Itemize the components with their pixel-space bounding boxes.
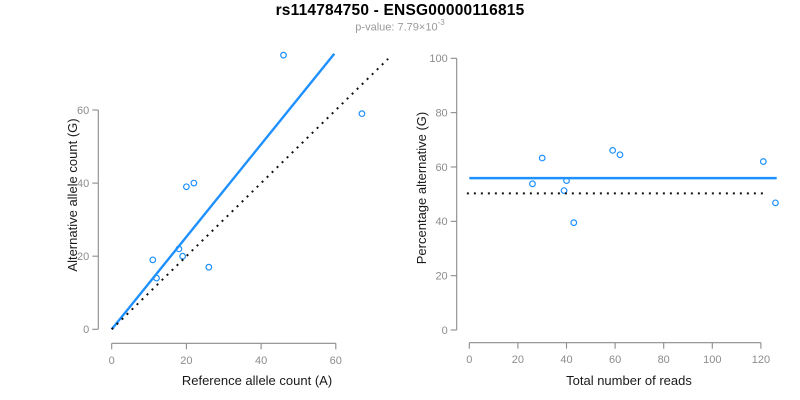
data-point <box>560 187 568 195</box>
pvalue-exponent: -3 <box>437 18 445 27</box>
data-point <box>538 154 546 162</box>
pvalue-text: p-value: 7.79×10 <box>355 21 438 34</box>
x-tick-label: 0 <box>466 354 472 366</box>
y-tick-label: 60 <box>77 105 89 117</box>
x-tick-label: 60 <box>609 354 621 366</box>
data-point <box>616 151 624 159</box>
y-axis-title: Percentage alternative (G) <box>414 112 429 264</box>
data-point <box>609 147 617 154</box>
x-tick-label: 100 <box>703 354 721 366</box>
x-tick-label: 120 <box>752 354 770 366</box>
x-axis-title: Total number of reads <box>566 373 692 388</box>
x-tick-label: 40 <box>560 354 572 366</box>
data-point <box>358 110 366 118</box>
y-tick-label: 80 <box>435 107 447 119</box>
y-tick-label: 20 <box>77 251 89 263</box>
y-tick-label: 20 <box>435 270 447 282</box>
y-tick-label: 60 <box>435 162 447 174</box>
y-tick-label: 100 <box>429 53 447 65</box>
data-point <box>182 183 190 191</box>
x-tick-label: 20 <box>180 355 192 367</box>
x-tick-label: 0 <box>109 355 115 367</box>
data-point <box>190 179 198 187</box>
fit-line <box>110 52 336 331</box>
y-axis-title: Alternative allele count (G) <box>65 118 80 271</box>
x-tick-label: 20 <box>512 354 524 366</box>
data-point <box>205 263 213 271</box>
data-point <box>570 219 578 227</box>
y-tick-label: 40 <box>77 178 89 190</box>
data-point <box>529 180 536 188</box>
x-tick-label: 60 <box>330 355 342 367</box>
percentage-vs-reads-panel: 0 20 40 60 80 100 0 20 40 60 80 100 120 Total number … <box>414 53 779 388</box>
data-point <box>280 51 287 59</box>
x-tick-label: 40 <box>255 355 267 367</box>
figure-title: rs114784750 - ENSG00000116815 <box>275 2 525 19</box>
data-point <box>772 199 779 207</box>
data-point <box>179 252 187 260</box>
data-point <box>759 158 767 165</box>
x-axis-title: Reference allele count (A) <box>182 373 332 388</box>
data-point <box>149 256 157 264</box>
y-tick-label: 0 <box>442 325 448 337</box>
x-tick-label: 80 <box>658 354 670 366</box>
pvalue-subtitle: p-value: 7.79×10-3 <box>0 18 800 34</box>
allele-counts-panel: 0 20 40 60 0 20 40 60 Reference allele count (A)… <box>65 51 389 388</box>
identity-line <box>111 58 389 331</box>
y-tick-label: 0 <box>83 324 89 336</box>
y-tick-label: 40 <box>435 216 447 228</box>
